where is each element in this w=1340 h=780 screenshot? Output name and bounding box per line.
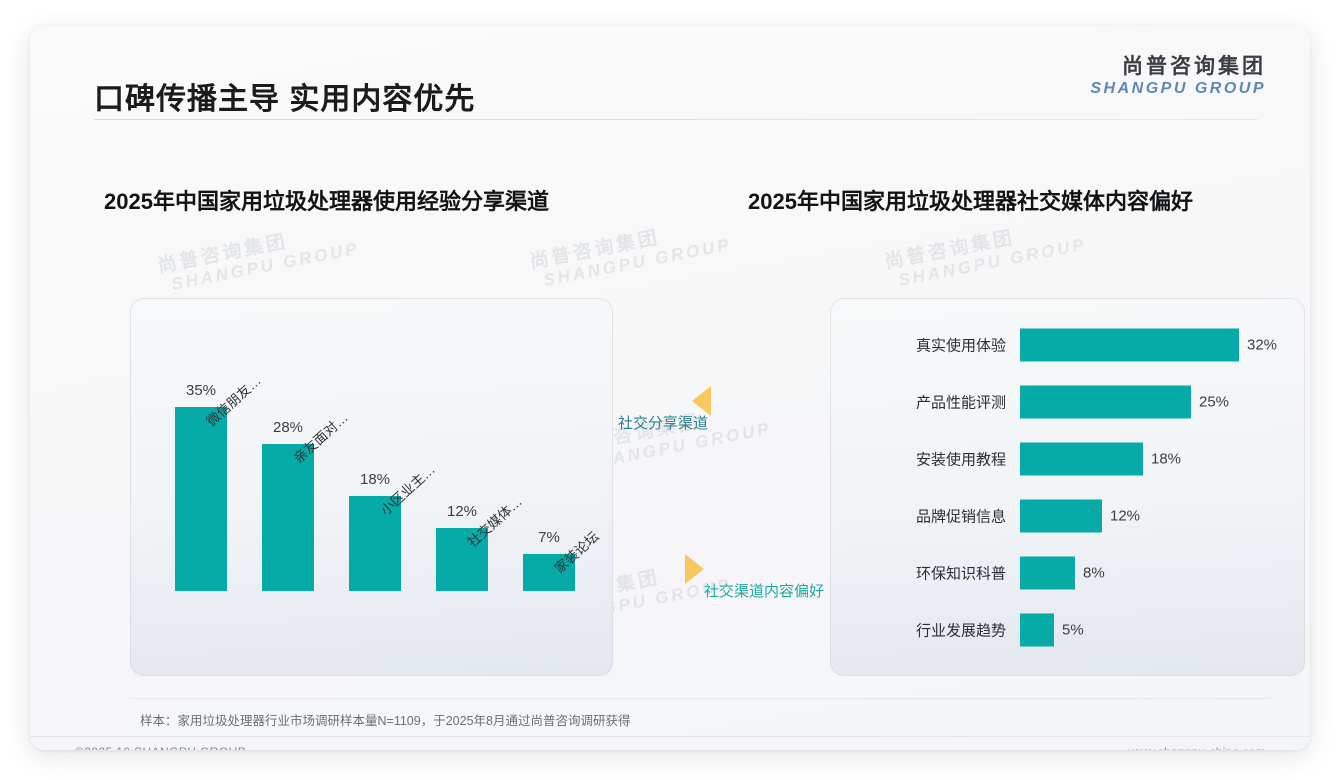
bar-row: 真实使用体验 32%	[830, 328, 1305, 362]
bar-fill[interactable]	[1020, 328, 1239, 362]
column-bar[interactable]	[175, 407, 227, 591]
triangle-left-icon	[692, 386, 711, 416]
annotation-label: 社交分享渠道	[618, 415, 709, 432]
bar-value-label: 25%	[1199, 393, 1230, 411]
column-value-label: 18%	[359, 471, 391, 488]
bar-fill[interactable]	[1020, 385, 1191, 419]
column-item: 18% 小区业主…	[349, 462, 438, 591]
column-value-label: 35%	[185, 382, 217, 399]
bar-category-label: 品牌促销信息	[915, 508, 1006, 526]
bar-category-label: 安装使用教程	[915, 451, 1006, 469]
bar-fill[interactable]	[1020, 556, 1075, 590]
page-title: 口碑传播主导 实用内容优先	[94, 83, 476, 116]
bar-category-label: 环保知识科普	[915, 565, 1006, 583]
slide-canvas: 口碑传播主导 实用内容优先 尚普咨询集团 SHANGPU GROUP 2025年…	[30, 26, 1310, 750]
bar-row: 安装使用教程 18%	[830, 442, 1305, 476]
right-chart-title: 2025年中国家用垃圾处理器社交媒体内容偏好	[748, 189, 1193, 214]
watermark: 尚普咨询集团 SHANGPU GROUP	[883, 227, 1089, 290]
bar-category-label: 产品性能评测	[915, 394, 1006, 412]
bar-row: 产品性能评测 25%	[830, 385, 1305, 419]
bar-value-label: 12%	[1110, 507, 1141, 525]
column-item: 7% 家装论坛	[523, 529, 602, 591]
bar-value-label: 18%	[1151, 450, 1182, 468]
column-category-label: 亲友面对…	[290, 409, 351, 467]
column-chart: 35% 微信朋友… 28% 亲友面对… 18% 小区业主… 12% 社交媒体… 7% 家装论坛	[130, 298, 613, 676]
column-value-label: 28%	[272, 419, 304, 436]
right-chart-panel: 真实使用体验 32% 产品性能评测 25% 安装使用教程 18% 品牌促销信息 12% 环保知识…	[830, 298, 1305, 676]
bar-value-label: 8%	[1083, 564, 1105, 582]
column-bar[interactable]	[262, 444, 314, 591]
footer-divider	[30, 736, 1310, 737]
footnote-divider	[130, 698, 1270, 699]
footer-copyright: ©2025.10 SHANGPU GROUP	[75, 745, 246, 750]
brand-logo-en: SHANGPU GROUP	[1090, 80, 1266, 98]
bar-row: 环保知识科普 8%	[830, 556, 1305, 590]
brand-logo-cn: 尚普咨询集团	[1122, 55, 1266, 78]
bar-fill[interactable]	[1020, 499, 1102, 533]
annotation-label: 社交渠道内容偏好	[704, 583, 825, 600]
watermark: 尚普咨询集团 SHANGPU GROUP	[156, 231, 362, 294]
column-value-label: 7%	[538, 529, 560, 546]
bar-row: 行业发展趋势 5%	[830, 613, 1305, 647]
column-item: 28% 亲友面对…	[262, 410, 351, 591]
left-chart-title: 2025年中国家用垃圾处理器使用经验分享渠道	[104, 189, 549, 214]
footer-website[interactable]: www.shangpu-china.com	[1128, 745, 1266, 750]
column-value-label: 12%	[446, 503, 478, 520]
bar-fill[interactable]	[1020, 442, 1143, 476]
column-bar[interactable]	[436, 528, 488, 591]
bar-category-label: 真实使用体验	[915, 337, 1006, 355]
left-chart-panel: 35% 微信朋友… 28% 亲友面对… 18% 小区业主… 12% 社交媒体… 7% 家装论坛	[130, 298, 613, 676]
bar-fill[interactable]	[1020, 613, 1054, 647]
column-item: 35% 微信朋友…	[175, 373, 264, 591]
bar-category-label: 行业发展趋势	[915, 622, 1006, 640]
column-bar[interactable]	[349, 496, 401, 591]
watermark: 尚普咨询集团 SHANGPU GROUP	[528, 227, 734, 290]
bar-chart: 真实使用体验 32% 产品性能评测 25% 安装使用教程 18% 品牌促销信息 12% 环保知识…	[830, 298, 1305, 676]
column-item: 12% 社交媒体…	[436, 494, 525, 591]
bar-value-label: 32%	[1247, 336, 1278, 354]
brand-logo: 尚普咨询集团 SHANGPU GROUP	[1090, 55, 1266, 98]
sample-note: 样本：家用垃圾处理器行业市场调研样本量N=1109，于2025年8月通过尚普咨询…	[140, 714, 631, 728]
column-bar[interactable]	[523, 554, 575, 591]
bar-value-label: 5%	[1062, 621, 1084, 639]
bar-row: 品牌促销信息 12%	[830, 499, 1305, 533]
header-divider	[94, 119, 1258, 120]
slide-header: 口碑传播主导 实用内容优先 尚普咨询集团 SHANGPU GROUP	[30, 26, 1310, 118]
triangle-right-icon	[685, 554, 704, 584]
